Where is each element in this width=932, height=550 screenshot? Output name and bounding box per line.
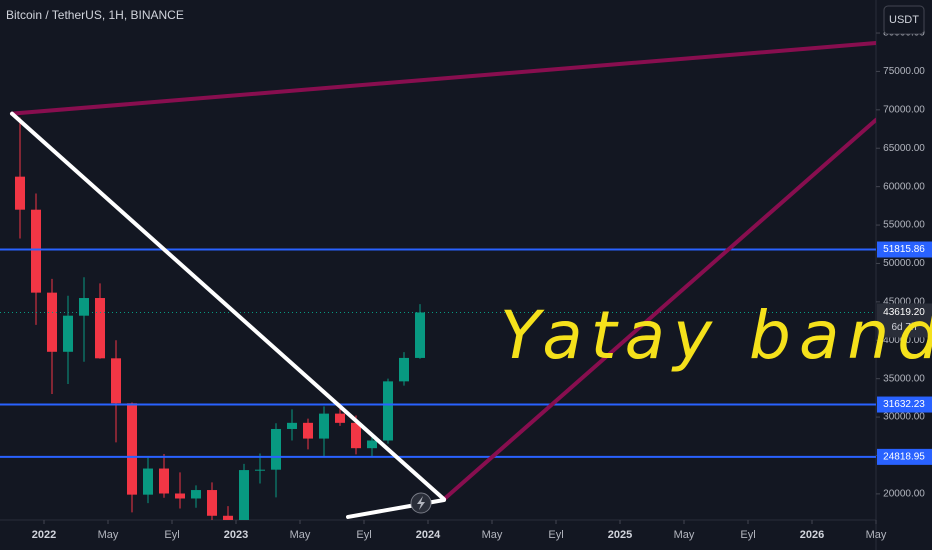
y-tick-label: 45000.00 xyxy=(883,297,925,308)
y-tick-label: 55000.00 xyxy=(883,220,925,231)
y-tick-label: 30000.00 xyxy=(883,412,925,423)
candle-body xyxy=(207,490,217,516)
y-tick-label: 70000.00 xyxy=(883,104,925,115)
x-tick-label: May xyxy=(482,529,503,541)
candle-body xyxy=(335,413,345,423)
annotation: Yatay band xyxy=(500,297,932,374)
candle-body xyxy=(15,176,25,210)
x-tick-label: May xyxy=(98,529,119,541)
level-label: 24818.95 xyxy=(883,452,925,463)
x-tick-label: May xyxy=(290,529,311,541)
y-tick-label: 35000.00 xyxy=(883,373,925,384)
candle-body xyxy=(143,468,153,495)
candle-body xyxy=(319,413,329,439)
y-tick-label: 60000.00 xyxy=(883,181,925,192)
plot-area xyxy=(0,41,876,520)
level-label-box xyxy=(877,241,932,258)
y-tick-label: 40000.00 xyxy=(883,335,925,346)
last-price-box xyxy=(877,303,932,338)
candle-body xyxy=(79,298,89,316)
candle-body xyxy=(415,312,425,358)
candle-body xyxy=(303,422,313,439)
candle-body xyxy=(223,515,233,520)
level-label-box xyxy=(877,396,932,413)
event-icon-bolt xyxy=(417,496,425,510)
x-tick-label: 2025 xyxy=(608,529,632,541)
trendline xyxy=(10,41,876,116)
currency-label[interactable]: USDT xyxy=(889,14,919,26)
candle-body xyxy=(271,428,281,470)
candle-body xyxy=(383,381,393,441)
candle-body xyxy=(367,440,377,449)
y-tick-label: 50000.00 xyxy=(883,258,925,269)
x-tick-label: 2026 xyxy=(800,529,824,541)
x-tick-label: Eyl xyxy=(740,529,755,541)
candle-body xyxy=(287,422,297,429)
x-tick-label: 2022 xyxy=(32,529,56,541)
candle-body xyxy=(31,209,41,293)
trendline xyxy=(10,111,446,502)
trendline xyxy=(442,117,876,502)
x-tick-label: 2023 xyxy=(224,529,248,541)
candle-body xyxy=(111,358,121,404)
candle-body xyxy=(191,490,201,499)
candle-body xyxy=(95,298,105,359)
candle-body xyxy=(175,493,185,499)
candle-body xyxy=(399,357,409,382)
x-tick-label: May xyxy=(674,529,695,541)
candle-body xyxy=(351,422,361,449)
x-tick-label: Eyl xyxy=(548,529,563,541)
y-tick-label: 75000.00 xyxy=(883,66,925,77)
candle-body xyxy=(127,403,137,495)
candle-body xyxy=(47,292,57,352)
level-label: 31632.23 xyxy=(883,399,925,410)
countdown-label: 6d 7h xyxy=(891,322,916,333)
candle-body xyxy=(159,468,169,494)
x-tick-label: May xyxy=(866,529,887,541)
y-tick-label: 65000.00 xyxy=(883,143,925,154)
last-price-label: 43619.20 xyxy=(883,307,925,318)
candle-body xyxy=(239,470,249,520)
x-tick-label: Eyl xyxy=(164,529,179,541)
x-tick-label: 2024 xyxy=(416,529,441,541)
candle-body xyxy=(63,315,73,352)
level-label: 51815.86 xyxy=(883,244,925,255)
chart-title: Bitcoin / TetherUS, 1H, BINANCE xyxy=(6,8,184,22)
candle-body xyxy=(255,469,265,471)
x-tick-label: Eyl xyxy=(356,529,371,541)
currency-button[interactable] xyxy=(883,5,925,35)
y-tick-label: 20000.00 xyxy=(883,489,925,500)
level-label-box xyxy=(877,448,932,465)
